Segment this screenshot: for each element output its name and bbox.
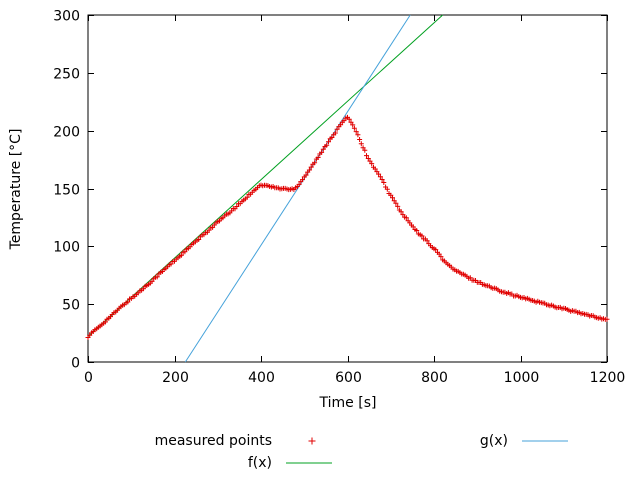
- plus-marker-icon: [284, 432, 340, 450]
- legend-label-fx: f(x): [247, 455, 272, 471]
- y-tick-label: 300: [53, 9, 80, 25]
- legend-label-gx: g(x): [479, 433, 508, 449]
- y-tick-label: 250: [53, 67, 80, 83]
- line-sample-icon: [284, 454, 334, 472]
- x-tick-label: 800: [421, 370, 448, 386]
- x-tick-label: 1200: [590, 370, 626, 386]
- fit-line-fx: [87, 14, 444, 337]
- y-tick-label: 50: [62, 298, 80, 314]
- x-tick-label: 0: [84, 370, 93, 386]
- legend-item-measured-points: measured points: [92, 432, 340, 450]
- x-tick-label: 600: [335, 370, 362, 386]
- line-sample-icon: [520, 432, 570, 450]
- plot-border: [87, 14, 608, 363]
- y-tick-label: 100: [53, 240, 80, 256]
- x-tick-label: 400: [248, 370, 275, 386]
- legend-label-measured-points: measured points: [154, 433, 272, 449]
- y-tick-label: 0: [71, 356, 80, 372]
- y-tick-label: 200: [53, 125, 80, 141]
- y-axis-title: Temperature [°C]: [8, 128, 24, 250]
- x-axis-title: Time [s]: [319, 395, 377, 411]
- x-tick-label: 200: [162, 370, 189, 386]
- legend-item-fx: f(x): [92, 454, 334, 472]
- legend-item-gx: g(x): [420, 432, 570, 450]
- measured-points-series: [85, 114, 610, 340]
- y-tick-label: 150: [53, 183, 80, 199]
- x-tick-label: 1000: [504, 370, 540, 386]
